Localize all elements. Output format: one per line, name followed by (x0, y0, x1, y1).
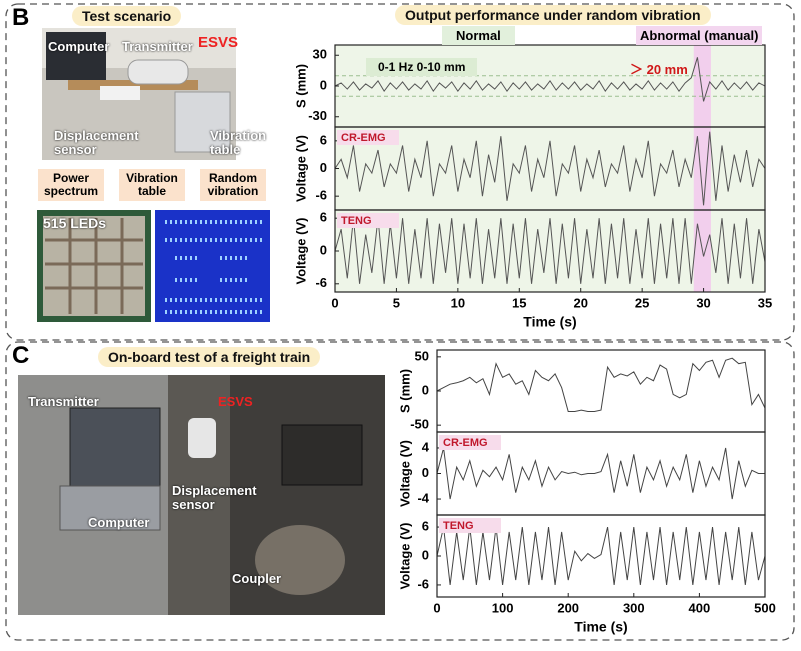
photo-label: Displacement sensor (54, 128, 139, 157)
trace-label-bg (337, 213, 399, 228)
photo-label: ESVS (218, 394, 253, 409)
annotation: 0-1 Hz 0-10 mm (366, 58, 478, 76)
annotation: Normal (442, 26, 515, 45)
y-tick-label: 0 (320, 242, 327, 257)
y-axis-label: S (mm) (293, 64, 308, 108)
panel-title: Test scenario (72, 6, 182, 26)
y-tick-label: 0 (422, 465, 429, 480)
y-tick-label: -6 (417, 576, 429, 591)
signal-line (436, 447, 765, 500)
x-axis-label: Time (s) (523, 314, 576, 330)
x-tick-label: 25 (635, 295, 649, 310)
photo-lab (42, 28, 236, 160)
x-tick-label: 100 (492, 600, 514, 615)
y-tick-label: -6 (315, 188, 327, 203)
signal-line (334, 218, 766, 284)
x-tick-label: 20 (573, 295, 587, 310)
trace-label: CR-EMG (443, 437, 488, 449)
trace-label: CR-EMG (341, 132, 386, 144)
y-tick-label: 0 (422, 382, 429, 397)
photo-label: Coupler (232, 571, 282, 586)
y-axis-label: Voltage (V) (397, 523, 412, 590)
y-tick-label: 0 (422, 547, 429, 562)
x-tick-label: 0 (433, 600, 440, 615)
y-tick-label: -50 (410, 417, 429, 432)
photo-label: Computer (48, 39, 110, 54)
y-tick-label: -4 (417, 490, 429, 505)
flow-step: Power spectrum (38, 169, 104, 201)
flow-step: Vibration table (119, 169, 185, 201)
y-axis-label: S (mm) (397, 369, 412, 413)
chart-title: Output performance under random vibratio… (395, 5, 711, 25)
y-tick-label: -6 (315, 275, 327, 290)
trace-label-bg (337, 130, 399, 145)
trace-label: TENG (341, 215, 372, 227)
y-tick-label: 6 (320, 210, 327, 225)
x-tick-label: 35 (758, 295, 772, 310)
photo-label: Computer (88, 515, 150, 530)
signal-line (436, 526, 766, 586)
annotation: Abnormal (manual) (636, 26, 763, 45)
trace-label-bg (439, 518, 501, 533)
photo-label: 515 LEDs (43, 215, 107, 231)
y-tick-label: 6 (422, 518, 429, 533)
panel-letter: C (12, 342, 30, 369)
x-tick-label: 15 (512, 295, 526, 310)
y-axis-label: Voltage (V) (397, 440, 412, 507)
trace-label: TENG (443, 520, 474, 532)
y-tick-label: 50 (415, 348, 429, 363)
y-tick-label: 30 (313, 47, 327, 62)
signal-line (334, 131, 766, 206)
panel-border (5, 3, 795, 341)
photo-label: ESVS (198, 34, 239, 51)
photo-label: Displacement sensor (172, 483, 257, 512)
trace-label-bg (439, 435, 501, 450)
y-axis-label: Voltage (V) (293, 218, 308, 285)
x-tick-label: 200 (557, 600, 579, 615)
photo-led-off (37, 210, 151, 322)
y-tick-label: 0 (320, 77, 327, 92)
y-tick-label: 0 (320, 160, 327, 175)
signal-line (436, 357, 766, 412)
y-tick-label: -30 (308, 108, 327, 123)
signal-line (334, 57, 766, 102)
photo-label: Transmitter (28, 394, 99, 409)
photo-label: Transmitter (122, 39, 193, 54)
y-tick-label: 4 (422, 439, 430, 454)
flow-step: Random vibration (200, 169, 266, 201)
x-axis-label: Time (s) (574, 619, 627, 635)
x-tick-label: 30 (696, 295, 710, 310)
x-tick-label: 400 (689, 600, 711, 615)
photo-train (18, 375, 385, 615)
annotation: ＞ 20 mm (630, 62, 688, 77)
panel-title: On-board test of a freight train (98, 347, 321, 367)
y-tick-label: 6 (320, 132, 327, 147)
y-axis-label: Voltage (V) (293, 135, 308, 202)
highlight-span (693, 45, 711, 292)
x-tick-label: 500 (754, 600, 776, 615)
panel-letter: B (12, 4, 30, 31)
panel-border (5, 341, 795, 641)
x-tick-label: 5 (393, 295, 400, 310)
photo-label: Vibration table (210, 128, 267, 157)
x-tick-label: 300 (623, 600, 645, 615)
plot-background (335, 45, 765, 292)
photo-led-on (155, 210, 270, 322)
x-tick-label: 10 (451, 295, 465, 310)
x-tick-label: 0 (331, 295, 338, 310)
